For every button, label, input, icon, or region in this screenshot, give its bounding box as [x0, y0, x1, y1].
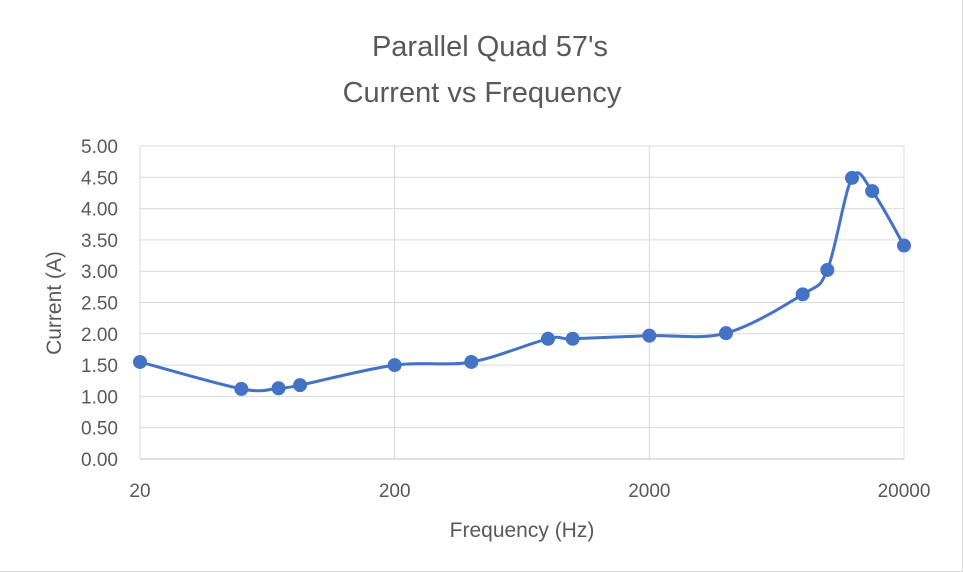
x-tick-label: 200 [379, 481, 411, 502]
y-tick-label: 1.00 [81, 387, 118, 408]
y-tick-label: 3.00 [81, 262, 118, 283]
data-point [387, 358, 402, 373]
data-point [293, 378, 308, 393]
chart-title: Parallel Quad 57's Current vs Frequency [343, 31, 622, 109]
gridlines [139, 145, 905, 460]
data-point [540, 331, 555, 346]
x-tick-label: 2000 [628, 481, 670, 502]
y-tick-labels: 0.00 0.50 1.00 1.50 2.00 2.50 3.00 3.50 4.00 4.50… [81, 137, 118, 471]
y-tick-label: 2.50 [81, 294, 118, 315]
y-tick-label: 4.00 [81, 200, 118, 221]
y-tick-label: 4.50 [81, 168, 118, 189]
y-tick-label: 1.50 [81, 356, 118, 377]
x-tick-labels: 20 200 2000 20000 [129, 481, 930, 502]
data-point [565, 331, 580, 346]
x-tick-label: 20 [129, 481, 150, 502]
series-current [133, 170, 911, 396]
data-point [845, 170, 860, 185]
x-tick-label: 20000 [878, 481, 931, 502]
chart-title-line-2: Current vs Frequency [343, 77, 622, 109]
data-point [795, 287, 810, 302]
y-tick-label: 3.50 [81, 231, 118, 252]
y-tick-label: 0.00 [81, 450, 118, 471]
data-point [464, 354, 479, 369]
data-point [234, 381, 249, 396]
x-axis-title: Frequency (Hz) [450, 519, 595, 542]
data-point [865, 184, 880, 199]
data-point [897, 238, 911, 253]
y-tick-label: 5.00 [81, 137, 118, 158]
data-point [820, 262, 835, 277]
data-point [271, 381, 286, 396]
y-tick-label: 2.00 [81, 325, 118, 346]
data-point [642, 328, 657, 343]
chart-title-line-1: Parallel Quad 57's [372, 31, 608, 63]
y-axis-title: Current (A) [43, 251, 66, 355]
series-line [138, 171, 906, 393]
data-point [133, 354, 147, 369]
y-tick-label: 0.50 [81, 419, 118, 440]
data-point [718, 326, 733, 341]
